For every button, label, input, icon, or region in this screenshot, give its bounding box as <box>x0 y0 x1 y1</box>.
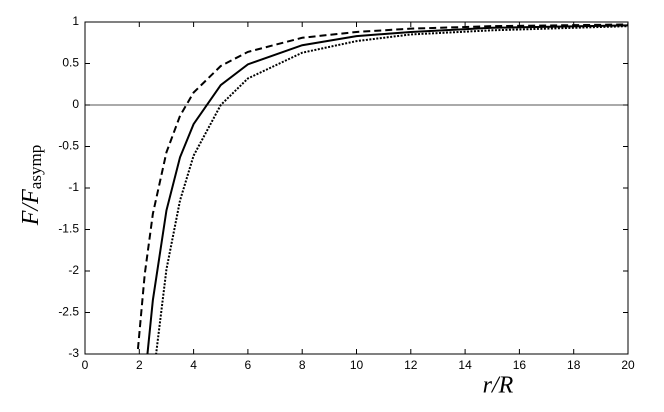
y-tick-label: 0.5 <box>62 56 79 70</box>
y-tick-label: 0 <box>72 97 79 111</box>
y-axis-label: F/Fasymp <box>18 145 45 226</box>
line-series <box>146 24 628 354</box>
x-tick-label: 4 <box>190 358 197 372</box>
x-tick-label: 6 <box>245 358 252 372</box>
y-tick-label: -3 <box>68 346 79 360</box>
y-tick-label: -1.5 <box>58 222 79 236</box>
x-tick-label: 10 <box>350 358 364 372</box>
y-axis-label-main: F/F <box>18 189 44 226</box>
y-tick-label: -1 <box>68 180 79 194</box>
x-tick-label: 16 <box>513 358 527 372</box>
x-tick-label: 0 <box>82 358 89 372</box>
x-axis-label: r/R <box>483 373 514 399</box>
y-tick-label: 1 <box>72 14 79 28</box>
x-tick-label: 18 <box>567 358 581 372</box>
y-tick-label: -2.5 <box>58 305 79 319</box>
y-tick-label: -2 <box>68 263 79 277</box>
line-series <box>155 25 628 354</box>
x-tick-label: 12 <box>404 358 418 372</box>
x-tick-label: 8 <box>299 358 306 372</box>
line-series <box>136 23 628 350</box>
x-tick-label: 14 <box>458 358 472 372</box>
x-tick-label: 2 <box>136 358 143 372</box>
plot-frame <box>84 21 629 355</box>
y-axis-label-sub: asymp <box>26 145 45 189</box>
x-tick-label: 20 <box>621 358 635 372</box>
y-tick-label: -0.5 <box>58 139 79 153</box>
